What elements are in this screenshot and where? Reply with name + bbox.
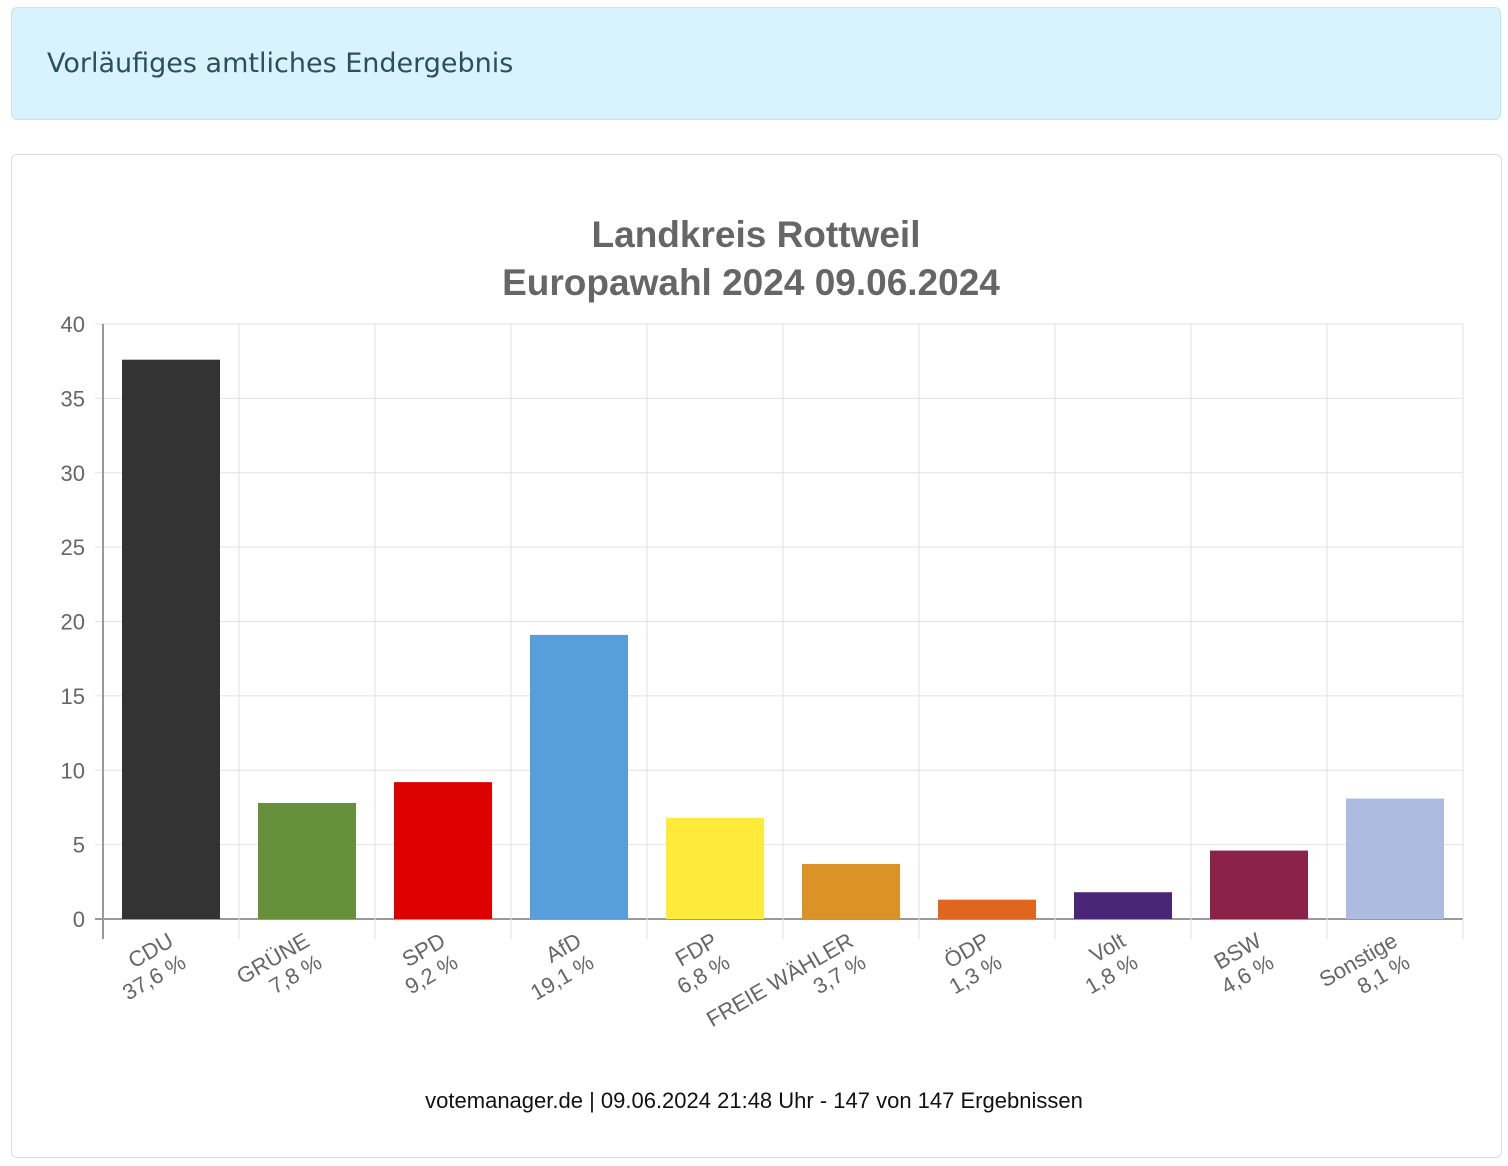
- status-text: Vorläufiges amtliches Endergebnis: [47, 48, 514, 79]
- y-tick-label: 20: [61, 610, 85, 635]
- bar-cdu: [122, 359, 220, 919]
- chart-card: [11, 154, 1502, 1158]
- status-alert: Vorläufiges amtliches Endergebnis: [11, 7, 1501, 120]
- y-tick-label: 10: [61, 758, 85, 783]
- chart-footer: votemanager.de | 09.06.2024 21:48 Uhr - …: [425, 1088, 1083, 1113]
- bar-freie-wähler: [802, 863, 900, 919]
- y-tick-label: 5: [73, 833, 85, 858]
- chart-title-line-1: Landkreis Rottweil: [592, 214, 921, 255]
- bar-spd: [394, 782, 492, 919]
- y-tick-label: 0: [73, 907, 85, 932]
- bar-bsw: [1210, 850, 1308, 919]
- bar-fdp: [666, 817, 764, 919]
- y-tick-label: 40: [61, 312, 85, 337]
- y-tick-label: 15: [61, 684, 85, 709]
- bar-ödp: [938, 899, 1036, 919]
- bar-grüne: [258, 802, 356, 919]
- chart-title-line-2: Europawahl 2024 09.06.2024: [502, 262, 1000, 303]
- y-tick-label: 35: [61, 386, 85, 411]
- bar-volt: [1074, 892, 1172, 919]
- y-tick-label: 30: [61, 461, 85, 486]
- bar-afd: [530, 634, 628, 919]
- y-tick-label: 25: [61, 535, 85, 560]
- bar-sonstige: [1346, 798, 1444, 919]
